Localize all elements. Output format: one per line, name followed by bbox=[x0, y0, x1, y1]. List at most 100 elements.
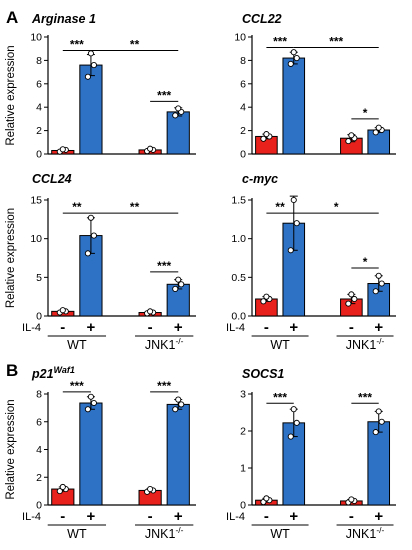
significance-label: *** bbox=[157, 88, 171, 102]
data-point bbox=[375, 124, 382, 131]
group-label: JNK1-/- bbox=[346, 525, 385, 541]
y-tick-label: 3 bbox=[240, 389, 246, 401]
bar bbox=[367, 421, 391, 506]
treatment-sign: - bbox=[148, 508, 153, 525]
data-point bbox=[56, 488, 63, 495]
treatment-label: IL-4 bbox=[226, 322, 245, 334]
y-tick-label: 0 bbox=[240, 500, 246, 512]
bar bbox=[138, 489, 162, 506]
y-axis-label: Relative expression bbox=[5, 45, 17, 145]
data-point bbox=[87, 214, 94, 221]
y-tick-label: 8 bbox=[36, 55, 42, 67]
treatment-sign: + bbox=[174, 319, 183, 336]
bar bbox=[166, 111, 190, 155]
treatment-label: IL-4 bbox=[22, 322, 41, 334]
chart-title: p21Waf1 bbox=[31, 365, 75, 381]
significance-label: * bbox=[363, 106, 368, 120]
y-tick-label: 0 bbox=[36, 500, 42, 512]
significance-label: *** bbox=[70, 379, 84, 393]
y-tick-label: 0 bbox=[36, 311, 42, 323]
group-label-superscript: -/- bbox=[175, 336, 183, 346]
chart-title: CCL24 bbox=[32, 172, 72, 186]
y-tick-label: 0 bbox=[36, 149, 42, 161]
y-tick-label: 4 bbox=[36, 444, 42, 456]
data-point bbox=[375, 272, 382, 279]
significance-label: ** bbox=[72, 200, 82, 214]
treatment-sign: + bbox=[174, 508, 183, 525]
significance-label: *** bbox=[273, 35, 287, 49]
data-point bbox=[372, 129, 379, 136]
y-tick-label: 0 bbox=[240, 149, 246, 161]
group-label: WT bbox=[67, 527, 87, 541]
treatment-sign: + bbox=[87, 508, 96, 525]
chart-4: p21Waf1 Relative expression 0 2 4 6 8 *** *** IL-… bbox=[5, 365, 196, 541]
y-tick-label: 2 bbox=[240, 125, 246, 137]
y-tick-label: 2 bbox=[240, 426, 246, 438]
y-tick-label: 8 bbox=[240, 55, 246, 67]
y-tick-label: 4 bbox=[240, 102, 246, 114]
significance-label: ** bbox=[130, 37, 140, 51]
y-tick-label: 10 bbox=[30, 32, 42, 44]
significance-label: ** bbox=[275, 200, 285, 214]
data-point bbox=[84, 406, 91, 413]
data-point bbox=[378, 280, 385, 287]
significance-label: *** bbox=[329, 35, 343, 49]
data-point bbox=[263, 293, 270, 300]
group-label: JNK1-/- bbox=[145, 525, 184, 541]
treatment-sign: - bbox=[60, 508, 65, 525]
bar bbox=[79, 64, 103, 155]
bar bbox=[367, 129, 391, 155]
data-point bbox=[172, 406, 179, 413]
y-tick-label: 0.5 bbox=[231, 272, 246, 284]
treatment-sign: - bbox=[264, 508, 269, 525]
data-point bbox=[345, 300, 352, 307]
significance-label: *** bbox=[157, 259, 171, 273]
treatment-sign: - bbox=[60, 319, 65, 336]
data-point bbox=[147, 485, 154, 493]
data-point bbox=[375, 408, 382, 415]
significance-label: * bbox=[334, 200, 339, 214]
y-axis-label: Relative expression bbox=[5, 208, 17, 308]
treatment-sign: + bbox=[289, 319, 298, 336]
data-point bbox=[59, 146, 66, 153]
data-point bbox=[260, 135, 267, 142]
data-point bbox=[345, 138, 352, 145]
y-tick-label: 1.5 bbox=[231, 195, 246, 207]
y-tick-label: 15 bbox=[30, 195, 42, 207]
data-point bbox=[84, 73, 91, 80]
group-label: JNK1-/- bbox=[346, 336, 385, 352]
group-label: WT bbox=[270, 338, 290, 352]
data-point bbox=[287, 247, 294, 254]
data-point bbox=[378, 418, 385, 425]
data-point bbox=[172, 285, 179, 292]
data-point bbox=[290, 406, 297, 413]
data-point bbox=[348, 291, 355, 298]
treatment-sign: + bbox=[374, 319, 383, 336]
data-point bbox=[348, 496, 355, 503]
chart-title: Arginase 1 bbox=[31, 12, 96, 26]
data-point bbox=[175, 105, 182, 112]
data-point bbox=[372, 429, 379, 436]
y-tick-label: 2 bbox=[36, 472, 42, 484]
group-label-superscript: -/- bbox=[376, 336, 384, 346]
treatment-sign: - bbox=[264, 319, 269, 336]
data-point bbox=[178, 401, 185, 408]
chart-title: SOCS1 bbox=[242, 367, 284, 381]
data-point bbox=[175, 396, 182, 403]
treatment-sign: + bbox=[374, 508, 383, 525]
data-point bbox=[59, 483, 66, 491]
y-tick-label: 2 bbox=[36, 125, 42, 137]
y-tick-label: 4 bbox=[36, 102, 42, 114]
group-label: WT bbox=[67, 338, 87, 352]
group-label-superscript: -/- bbox=[376, 525, 384, 535]
data-point bbox=[147, 145, 154, 152]
data-point bbox=[59, 307, 66, 314]
bar bbox=[166, 403, 190, 506]
chart-title-superscript: Waf1 bbox=[54, 365, 75, 375]
data-point bbox=[260, 298, 267, 305]
data-point bbox=[293, 55, 300, 62]
